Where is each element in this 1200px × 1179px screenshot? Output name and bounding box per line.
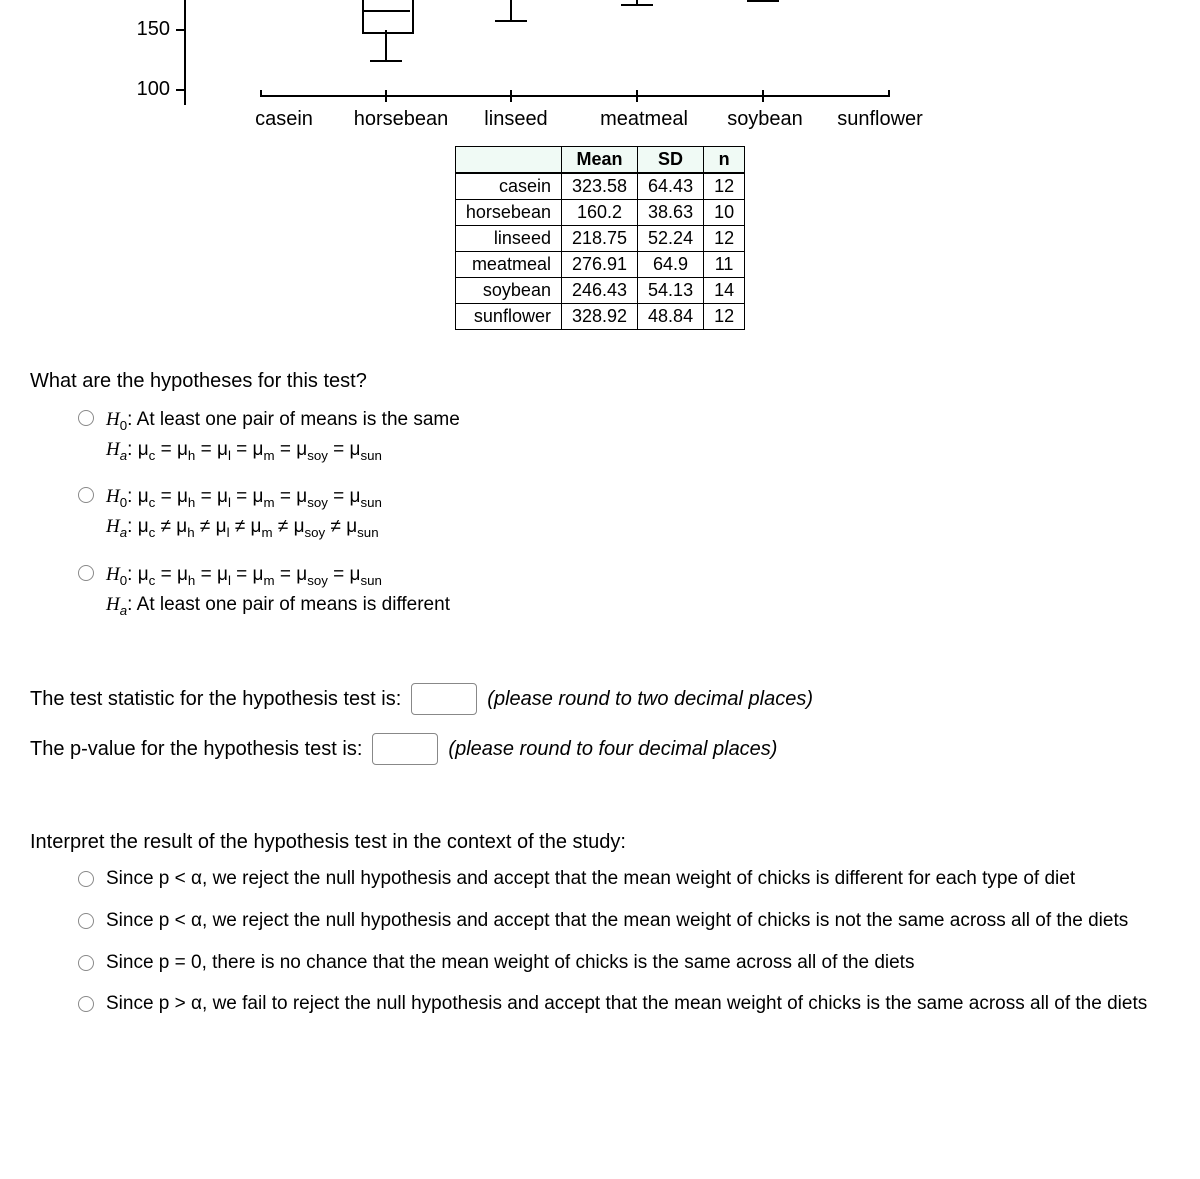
x-category-label: horsebean xyxy=(354,108,449,131)
x-category-label: soybean xyxy=(727,108,803,131)
x-category-label: sunflower xyxy=(837,108,923,131)
y-tick-label: 150 xyxy=(110,18,170,41)
table-row: meatmeal276.9164.911 xyxy=(455,252,744,278)
q3-hint: (please round to four decimal places) xyxy=(448,738,777,761)
radio-q4-opt4[interactable] xyxy=(78,996,94,1012)
table-cell: linseed xyxy=(455,226,561,252)
table-cell: 38.63 xyxy=(638,200,704,226)
table-cell: 246.43 xyxy=(561,278,637,304)
table-header: n xyxy=(704,147,745,174)
table-cell: 10 xyxy=(704,200,745,226)
table-header: Mean xyxy=(561,147,637,174)
q2-label: The test statistic for the hypothesis te… xyxy=(30,688,401,711)
q4-opt2-text: Since p < α, we reject the null hypothes… xyxy=(106,908,1170,934)
radio-q4-opt2[interactable] xyxy=(78,913,94,929)
table-cell: 12 xyxy=(704,304,745,330)
q1-prompt: What are the hypotheses for this test? xyxy=(30,370,1170,393)
radio-q4-opt1[interactable] xyxy=(78,871,94,887)
x-category-label: linseed xyxy=(484,108,547,131)
table-cell: 218.75 xyxy=(561,226,637,252)
test-statistic-input[interactable] xyxy=(411,683,477,715)
q1-opt2-text: H0: μc = μh = μl = μm = μsoy = μsun Ha: … xyxy=(106,482,1170,543)
table-cell: 48.84 xyxy=(638,304,704,330)
q4-options: Since p < α, we reject the null hypothes… xyxy=(78,866,1170,1017)
q1-opt1-text: H0: At least one pair of means is the sa… xyxy=(106,405,1170,466)
radio-q1-opt2[interactable] xyxy=(78,487,94,503)
table-row: soybean246.4354.1314 xyxy=(455,278,744,304)
q4-prompt: Interpret the result of the hypothesis t… xyxy=(30,831,1170,854)
q4-opt1-text: Since p < α, we reject the null hypothes… xyxy=(106,866,1170,892)
table-header: SD xyxy=(638,147,704,174)
table-cell: 12 xyxy=(704,173,745,200)
radio-q1-opt3[interactable] xyxy=(78,565,94,581)
table-cell: casein xyxy=(455,173,561,200)
table-cell: 64.9 xyxy=(638,252,704,278)
table-cell: sunflower xyxy=(455,304,561,330)
x-category-label: casein xyxy=(255,108,313,131)
table-cell: 64.43 xyxy=(638,173,704,200)
p-value-input[interactable] xyxy=(372,733,438,765)
radio-q1-opt1[interactable] xyxy=(78,410,94,426)
table-row: casein323.5864.4312 xyxy=(455,173,744,200)
table-cell: meatmeal xyxy=(455,252,561,278)
summary-stats-table: Mean SD n casein323.5864.4312horsebean16… xyxy=(455,146,745,330)
x-category-label: meatmeal xyxy=(600,108,688,131)
table-cell: 54.13 xyxy=(638,278,704,304)
table-cell: 14 xyxy=(704,278,745,304)
table-cell: horsebean xyxy=(455,200,561,226)
table-header xyxy=(455,147,561,174)
q4-opt3-text: Since p = 0, there is no chance that the… xyxy=(106,950,1170,976)
table-cell: 12 xyxy=(704,226,745,252)
q4-opt4-text: Since p > α, we fail to reject the null … xyxy=(106,991,1170,1017)
table-cell: 328.92 xyxy=(561,304,637,330)
boxplot-chart: 150 100 casein horsebean linseed meatmea… xyxy=(0,0,1200,140)
q3-label: The p-value for the hypothesis test is: xyxy=(30,738,362,761)
q2-hint: (please round to two decimal places) xyxy=(487,688,813,711)
table-cell: 323.58 xyxy=(561,173,637,200)
table-row: sunflower328.9248.8412 xyxy=(455,304,744,330)
table-cell: 276.91 xyxy=(561,252,637,278)
table-cell: 52.24 xyxy=(638,226,704,252)
table-cell: 160.2 xyxy=(561,200,637,226)
q1-opt3-text: H0: μc = μh = μl = μm = μsoy = μsun Ha: … xyxy=(106,560,1170,621)
q1-options: H0: At least one pair of means is the sa… xyxy=(78,405,1170,621)
table-cell: soybean xyxy=(455,278,561,304)
table-cell: 11 xyxy=(704,252,745,278)
radio-q4-opt3[interactable] xyxy=(78,955,94,971)
table-row: horsebean160.238.6310 xyxy=(455,200,744,226)
y-tick-label: 100 xyxy=(110,78,170,101)
table-row: linseed218.7552.2412 xyxy=(455,226,744,252)
